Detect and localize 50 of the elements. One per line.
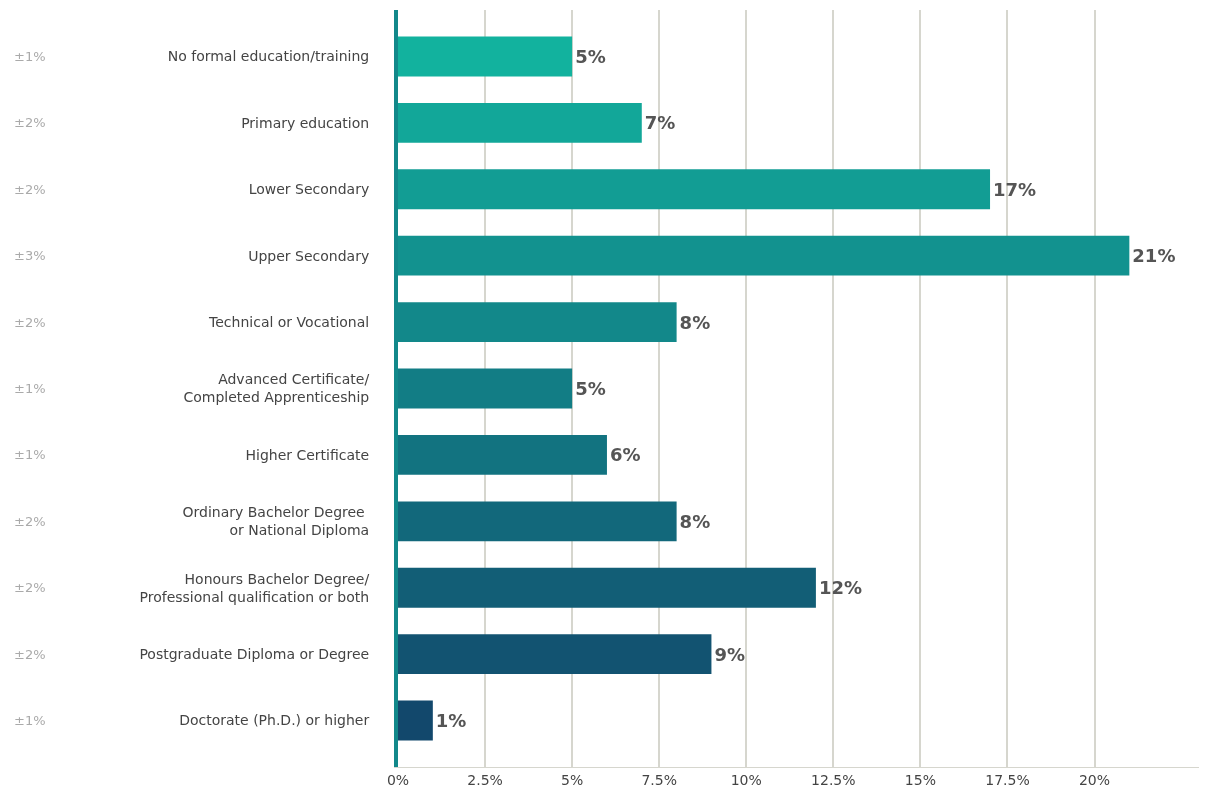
bar xyxy=(398,567,816,608)
data-label: 9% xyxy=(714,643,745,665)
text: ±2% xyxy=(14,514,46,529)
text: ±2% xyxy=(14,647,46,662)
text: ±2% xyxy=(14,182,46,197)
bar xyxy=(398,501,677,542)
x-tick-label: 17.5% xyxy=(985,771,1030,788)
x-tick-label: 20% xyxy=(1078,771,1111,788)
bar xyxy=(398,169,991,210)
y-tick-label: Upper Secondary xyxy=(248,247,370,264)
y-tick-label: No formal education/training xyxy=(167,48,370,65)
text: ±2% xyxy=(14,315,46,330)
bar xyxy=(398,434,607,475)
data-label: 8% xyxy=(679,311,711,333)
data-label: 17% xyxy=(993,178,1037,200)
bar xyxy=(398,700,433,741)
y-tick-label: Advanced Certificate/ Completed Apprenticeship xyxy=(183,371,370,406)
text: ±2% xyxy=(14,115,46,130)
x-tick-label: 7.5% xyxy=(641,771,677,788)
x-tick-label: 2.5% xyxy=(467,771,503,788)
data-label: 6% xyxy=(609,444,641,466)
y-tick-label: Doctorate (Ph.D.) or higher xyxy=(179,712,370,729)
bar xyxy=(398,634,712,675)
bar xyxy=(398,36,573,77)
y-tick-label: Postgraduate Diploma or Degree xyxy=(139,646,370,663)
x-tick-label: 5% xyxy=(561,771,584,788)
y-tick-label: Ordinary Bachelor Degree or National Diploma xyxy=(182,504,370,539)
data-label: 5% xyxy=(575,378,606,399)
text: ±1% xyxy=(14,447,46,462)
y-tick-label: Lower Secondary xyxy=(248,181,370,198)
y-tick-label: Primary education xyxy=(241,114,370,131)
x-tick-label: 0% xyxy=(386,771,410,788)
data-label: 1% xyxy=(435,710,467,732)
x-tick-label: 10% xyxy=(730,771,762,788)
y-tick-label: Higher Certificate xyxy=(245,446,370,463)
text: ±2% xyxy=(14,580,46,595)
text: ±1% xyxy=(14,713,46,728)
y-tick-label: Technical or Vocational xyxy=(208,314,370,330)
y-tick-label: Honours Bachelor Degree/ Professional qualification or both xyxy=(139,570,370,605)
data-label: 12% xyxy=(818,577,862,599)
data-label: 8% xyxy=(679,510,711,532)
x-tick-label: 12.5% xyxy=(811,771,856,788)
data-label: 7% xyxy=(644,112,676,134)
x-tick-label: 15% xyxy=(904,771,936,788)
text: ±1% xyxy=(14,49,46,64)
text: ±3% xyxy=(14,248,46,263)
text: ±1% xyxy=(14,381,46,396)
data-label: 5% xyxy=(575,45,606,67)
bar xyxy=(398,102,642,143)
data-label: 21% xyxy=(1132,245,1176,267)
